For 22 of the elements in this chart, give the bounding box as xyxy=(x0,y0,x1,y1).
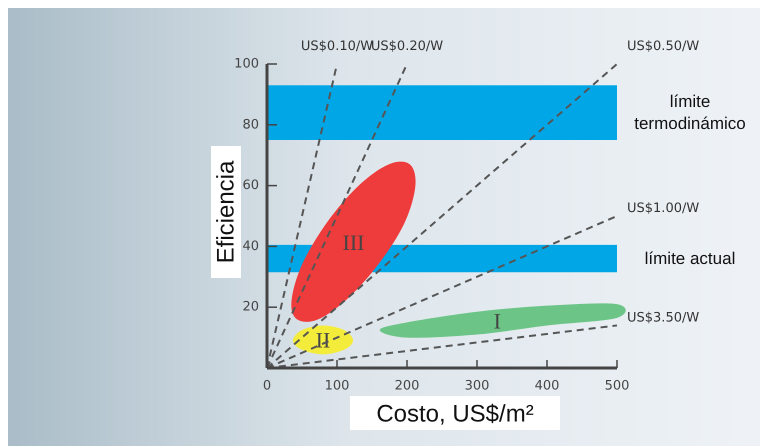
x-tick-label: 500 xyxy=(604,378,630,394)
series-label: US$3.50/W xyxy=(627,310,700,326)
x-tick-label: 100 xyxy=(324,378,350,394)
y-tick-label: 20 xyxy=(242,300,259,315)
x-tick-label: 0 xyxy=(262,378,272,394)
y-tick-label: 100 xyxy=(234,56,259,72)
series-label: III xyxy=(342,230,364,255)
series-label: I xyxy=(494,308,501,334)
y-tick-label: 60 xyxy=(242,178,259,194)
y-tick-label: 80 xyxy=(242,117,259,132)
x-tick-label: 200 xyxy=(394,378,420,394)
series-label: US$0.20/W xyxy=(370,39,444,54)
band-label: límite actual xyxy=(644,249,736,268)
series-label: US$0.10/W xyxy=(300,39,374,54)
band-label: límite termodinámico xyxy=(634,92,746,134)
series-label: US$1.00/W xyxy=(627,201,700,216)
y-axis-title: Eficiencia xyxy=(212,160,240,264)
x-tick-label: 300 xyxy=(464,378,490,394)
x-tick-label: 400 xyxy=(534,378,560,394)
x-axis-title: Costo, US$/m² xyxy=(376,400,534,428)
series-label: US$0.50/W xyxy=(627,39,700,54)
y-tick-label: 40 xyxy=(242,238,259,254)
